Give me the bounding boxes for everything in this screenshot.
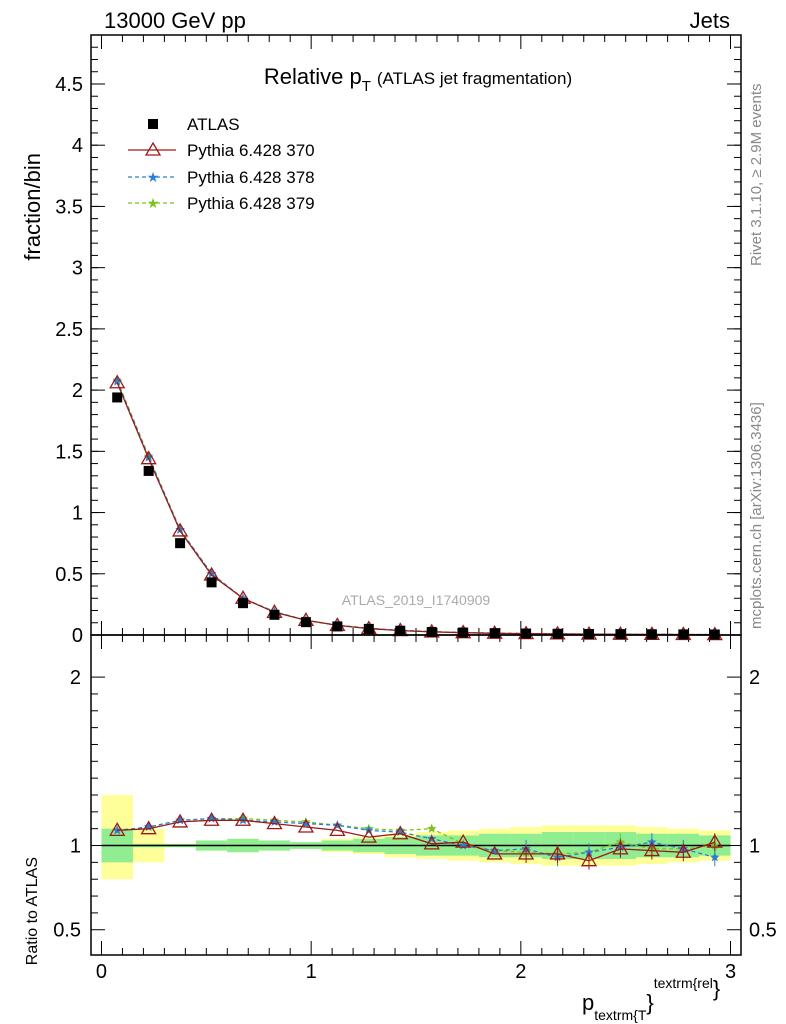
main-point-s378: [206, 568, 217, 578]
ratio-series-layer: [109, 811, 723, 870]
plot-title: Relative pT (ATLAS jet fragmentation): [264, 64, 572, 95]
ratio-ytick-label-right: 1: [749, 836, 760, 858]
legend-378-marker: ★: [147, 169, 160, 185]
ratio-ytick-label-right: 2: [749, 667, 760, 689]
ratio-ytick-label-right: 0.5: [749, 920, 777, 942]
ratio-point-s370: [423, 835, 440, 850]
ratio-point-s378: [710, 852, 720, 862]
legend-370-marker: [144, 141, 162, 156]
main-ytick-label: 0: [72, 625, 83, 647]
ratio-point-s370: [266, 815, 283, 830]
main-point-atlas: [143, 465, 154, 476]
main-ytick-label: 3: [72, 258, 83, 280]
ratio-point-s370: [580, 852, 598, 867]
legend: ATLAS Pythia 6.428 370 ★ Pythia 6.428 37…: [128, 115, 315, 213]
ratio-ytick-label: 2: [70, 667, 81, 689]
ratio-point-s370: [171, 813, 189, 828]
main-point-s378: [175, 524, 185, 534]
ratio-point-s370: [643, 842, 661, 857]
main-point-s378: [112, 376, 122, 386]
main-point-atlas: [426, 626, 437, 637]
main-ytick-label: 2.5: [55, 319, 83, 341]
ratio-point-s370: [612, 840, 629, 855]
ratio-point-s370: [297, 818, 315, 833]
legend-atlas-marker: [148, 119, 158, 129]
plot-title-sub: T: [362, 78, 371, 95]
plot-title-rest: (ATLAS jet fragmentation): [377, 69, 572, 88]
rivet-version-label: Rivet 3.1.10, ≥ 2.9M events: [748, 84, 765, 267]
main-point-atlas: [458, 627, 469, 638]
legend-379-marker: ★: [147, 195, 160, 211]
main-point-atlas: [552, 628, 563, 639]
legend-378-label: Pythia 6.428 378: [187, 168, 315, 187]
main-point-atlas: [206, 577, 217, 588]
ratio-point-s370: [549, 845, 566, 860]
ratio-point-s370: [203, 811, 220, 826]
ratio-ytick-label: 1: [70, 836, 81, 858]
main-ylabel: fraction/bin: [20, 153, 45, 261]
main-ytick-label: 3.5: [55, 196, 83, 218]
main-axis-ticks: 0 0.5 1 1.5 2 2.5 3 3.5 4 4.5: [55, 34, 741, 647]
mcplots-label: mcplots.cern.ch [arXiv:1306.3436]: [748, 402, 765, 629]
main-point-s370: [109, 374, 126, 389]
legend-379-label: Pythia 6.428 379: [187, 194, 315, 213]
x-axis-label: ptextrm{T}textrm{rel}: [582, 975, 720, 1023]
ratio-point-s370: [486, 845, 503, 860]
plot-title-main: Relative p: [264, 64, 362, 89]
ratio-point-s370: [234, 811, 252, 826]
main-point-atlas: [395, 625, 406, 636]
main-ytick-label: 0.5: [55, 564, 83, 586]
ratio-xtick-label: 1: [306, 961, 317, 983]
main-point-s370: [171, 522, 189, 537]
ratio-ylabel: Ratio to ATLAS: [24, 857, 41, 965]
analysis-watermark: ATLAS_2019_I1740909: [342, 592, 491, 608]
main-point-atlas: [238, 598, 249, 609]
main-point-atlas: [521, 628, 532, 639]
ratio-point-s370: [329, 822, 346, 837]
main-point-atlas: [332, 621, 343, 632]
ratio-xtick-label: 3: [725, 961, 736, 983]
main-point-atlas: [489, 628, 500, 639]
main-point-atlas: [175, 538, 186, 549]
main-ytick-label: 1.5: [55, 441, 83, 463]
main-point-s370: [140, 450, 157, 465]
ratio-axis-ticks: 0 1 2 3 0.5 0.5 1 1 2 2: [53, 635, 777, 983]
legend-atlas-label: ATLAS: [187, 115, 240, 134]
main-ytick-label: 2: [72, 380, 83, 402]
main-ytick-label: 4.5: [55, 74, 83, 96]
header-left: 13000 GeV pp: [104, 8, 246, 33]
main-point-atlas: [583, 629, 594, 640]
main-point-atlas: [269, 609, 280, 620]
ratio-frame: [90, 634, 742, 956]
ratio-ytick-label: 0.5: [53, 920, 81, 942]
ratio-point-s370: [675, 843, 692, 858]
ratio-point-s370: [392, 825, 409, 840]
ratio-point-s370: [109, 822, 126, 837]
main-point-atlas: [300, 617, 311, 628]
main-ytick-label: 1: [72, 503, 83, 525]
ratio-xtick-label: 0: [96, 961, 107, 983]
ratio-point-s378: [301, 818, 311, 828]
main-point-atlas: [363, 623, 374, 634]
main-point-atlas: [112, 392, 123, 403]
ratio-point-s370: [360, 828, 377, 843]
main-point-atlas: [615, 629, 626, 640]
ratio-point-s379: [427, 823, 437, 833]
header-right: Jets: [690, 8, 730, 33]
ratio-point-s370: [706, 833, 723, 848]
legend-370-label: Pythia 6.428 370: [187, 141, 315, 160]
axes-frames: [90, 34, 742, 956]
ratio-point-s370: [455, 833, 472, 848]
main-ytick-label: 4: [72, 135, 83, 157]
ratio-xtick-label: 2: [515, 961, 526, 983]
ratio-point-s370: [517, 845, 535, 860]
ratio-uncertainty-bands: [101, 795, 731, 880]
ratio-series-line-s378: [117, 817, 715, 858]
ratio-point-s370: [140, 820, 157, 835]
